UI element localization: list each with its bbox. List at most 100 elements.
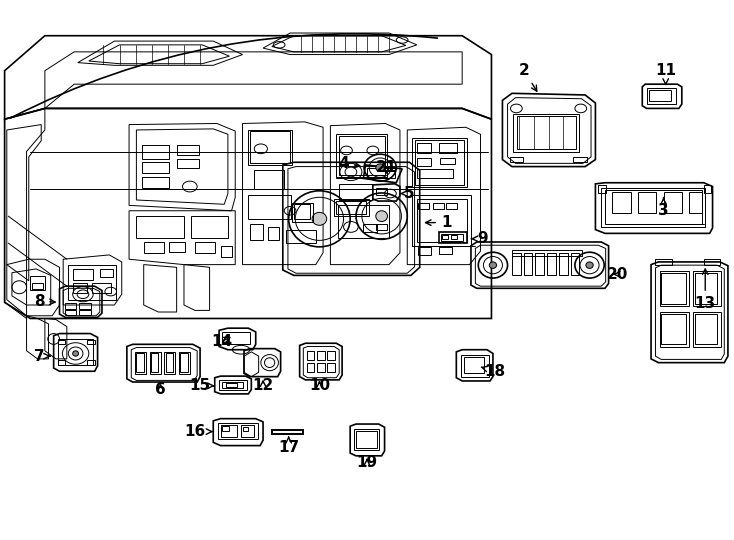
Bar [137,216,184,238]
Bar [286,230,316,243]
Text: 3: 3 [658,198,669,218]
Text: 20: 20 [607,267,628,282]
Text: 8: 8 [34,294,55,309]
Bar [250,224,263,240]
Bar [142,145,170,159]
Bar [523,253,532,275]
Bar [535,253,544,275]
Bar [250,131,290,164]
Bar [451,235,457,239]
Bar [413,138,468,186]
Bar [655,259,672,265]
Bar [142,177,170,188]
Text: 7: 7 [34,349,50,363]
Text: 15: 15 [189,379,214,393]
Bar [336,200,366,214]
Ellipse shape [490,262,497,268]
Bar [73,269,93,280]
Bar [693,312,721,347]
Text: 21: 21 [376,160,397,175]
Bar [142,163,170,173]
Bar [612,192,631,213]
Bar [605,190,702,224]
Text: 5: 5 [401,186,415,201]
Bar [439,247,452,254]
Bar [151,354,159,372]
Bar [327,363,335,373]
Bar [181,354,188,372]
Text: 18: 18 [482,364,506,379]
Bar [517,117,575,149]
Bar [417,144,432,153]
Text: 16: 16 [184,424,212,439]
Ellipse shape [376,164,385,171]
Bar [338,205,389,238]
Bar [413,194,471,246]
Bar [513,114,579,152]
Bar [704,259,720,265]
Text: 1: 1 [426,215,451,230]
Ellipse shape [312,212,327,225]
Text: 2: 2 [519,63,537,91]
Text: 13: 13 [694,269,716,311]
Bar [446,202,457,209]
Bar [222,426,229,430]
Bar [292,202,313,221]
Bar [164,352,175,375]
Bar [693,271,721,306]
Bar [73,284,87,293]
Bar [317,363,324,373]
Bar [339,184,372,200]
Text: 17: 17 [278,437,299,455]
Bar [272,430,302,434]
Bar [661,314,686,344]
Bar [177,159,199,168]
Bar [376,188,387,194]
Bar [221,425,236,437]
Bar [307,363,314,373]
Bar [177,145,199,155]
Bar [415,140,465,185]
Bar [440,158,455,165]
Bar [222,332,250,344]
Text: 12: 12 [252,379,274,393]
Bar [79,303,91,309]
Bar [363,224,377,232]
Text: 10: 10 [309,379,330,393]
Text: 11: 11 [655,63,676,84]
Bar [92,284,111,293]
Bar [179,352,190,375]
Bar [268,227,279,240]
Bar [248,194,291,219]
Bar [58,339,93,365]
Ellipse shape [376,211,388,221]
Bar [695,273,717,304]
Bar [664,192,682,213]
Text: 6: 6 [155,382,166,397]
Bar [601,188,705,227]
Bar [512,253,520,275]
Bar [509,157,523,163]
Bar [598,185,606,193]
Bar [704,185,711,193]
Bar [87,361,95,365]
Text: 14: 14 [211,334,233,349]
Bar [195,242,216,253]
Bar [226,383,236,387]
Bar [443,235,448,239]
Bar [253,170,284,189]
Bar [464,357,484,374]
Bar [30,276,45,290]
Bar [87,340,95,345]
Bar [417,199,467,242]
Bar [32,284,43,289]
Bar [241,425,254,437]
Bar [418,247,432,255]
Ellipse shape [586,262,593,268]
Bar [307,351,314,361]
Bar [695,314,717,344]
Bar [219,380,247,390]
Bar [638,192,656,213]
Bar [294,204,310,219]
Bar [570,253,579,275]
